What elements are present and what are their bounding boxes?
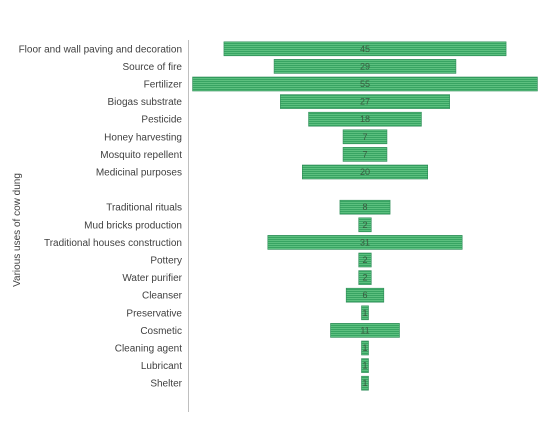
bar bbox=[345, 287, 385, 303]
data-label: 18 bbox=[360, 114, 370, 124]
data-label: 20 bbox=[360, 167, 370, 177]
category-label: Shelter bbox=[150, 379, 182, 390]
data-label: 1 bbox=[362, 361, 367, 371]
data-label: 7 bbox=[362, 132, 367, 142]
bar bbox=[339, 199, 391, 215]
data-label: 8 bbox=[362, 202, 367, 212]
bar bbox=[280, 94, 450, 109]
bar bbox=[223, 41, 507, 57]
category-labels-group: Floor and wall paving and decoration Sour… bbox=[19, 44, 183, 389]
data-label: 11 bbox=[360, 325, 369, 335]
data-label: 45 bbox=[360, 44, 370, 54]
bar bbox=[273, 59, 457, 74]
bar bbox=[361, 340, 369, 356]
bar bbox=[361, 358, 369, 373]
bar bbox=[308, 111, 422, 127]
category-label: Biogas substrate bbox=[108, 97, 183, 108]
data-label: 1 bbox=[362, 378, 367, 388]
y-axis-label: Various uses of cow dung bbox=[12, 173, 23, 287]
bar bbox=[361, 305, 369, 321]
category-label: Medicinal purposes bbox=[96, 168, 182, 179]
data-label: 6 bbox=[362, 290, 367, 300]
bar bbox=[358, 252, 372, 268]
bar bbox=[267, 235, 463, 250]
category-label: Water purifier bbox=[122, 273, 182, 284]
category-label: Preservative bbox=[126, 308, 182, 319]
category-label: Pottery bbox=[150, 256, 182, 267]
category-label: Mud bricks production bbox=[84, 220, 182, 231]
category-label: Pesticide bbox=[141, 115, 182, 126]
category-label: Traditional rituals bbox=[106, 203, 182, 214]
data-label: 7 bbox=[362, 149, 367, 159]
category-label: Cleaning agent bbox=[115, 344, 182, 355]
category-label: Honey harvesting bbox=[104, 132, 182, 143]
bar bbox=[330, 323, 400, 338]
bars-group bbox=[192, 41, 538, 391]
category-label: Mosquito repellent bbox=[100, 150, 182, 161]
data-label: 1 bbox=[362, 308, 367, 318]
data-label: 2 bbox=[362, 273, 367, 283]
category-label: Cosmetic bbox=[140, 326, 182, 337]
bar bbox=[342, 129, 388, 145]
data-label: 31 bbox=[360, 237, 370, 247]
data-label: 55 bbox=[360, 79, 370, 89]
category-label: Floor and wall paving and decoration bbox=[19, 44, 182, 55]
bar bbox=[358, 270, 372, 285]
data-label: 2 bbox=[362, 255, 367, 265]
category-label: Source of fire bbox=[123, 62, 183, 73]
bar bbox=[301, 164, 428, 180]
category-label: Fertilizer bbox=[144, 80, 183, 91]
data-label: 27 bbox=[360, 97, 370, 107]
bar bbox=[361, 375, 369, 391]
bar bbox=[192, 76, 538, 92]
bar bbox=[342, 147, 388, 162]
data-label: 2 bbox=[362, 220, 367, 230]
data-label: 29 bbox=[360, 61, 370, 71]
category-label: Traditional houses construction bbox=[44, 238, 182, 249]
data-label: 1 bbox=[362, 343, 367, 353]
category-label: Cleanser bbox=[142, 291, 183, 302]
bar bbox=[358, 217, 372, 233]
category-label: Lubricant bbox=[141, 361, 182, 372]
